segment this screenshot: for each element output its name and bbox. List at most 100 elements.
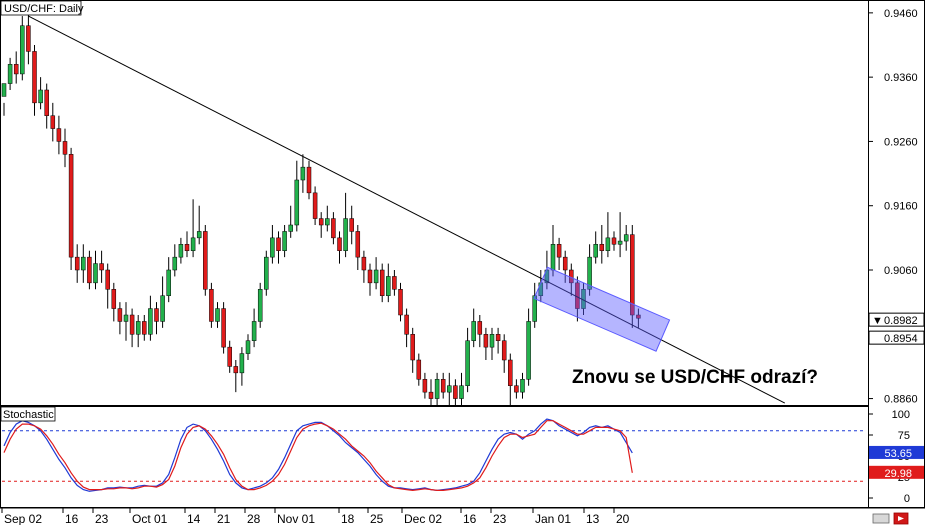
candle [373, 257, 379, 290]
price-tick-label: 0.9160 [884, 201, 918, 213]
candle-body-up [465, 340, 470, 386]
price-label-box [868, 312, 925, 327]
candle-body-down [203, 231, 208, 290]
candle-body-up [270, 237, 275, 258]
candle [62, 128, 68, 168]
candle-body-down [105, 269, 110, 290]
stochastic-value-box [869, 465, 924, 479]
candle-body-down [367, 269, 373, 284]
candle-body-up [190, 237, 196, 251]
price-title-box [0, 0, 82, 16]
candle [123, 302, 129, 341]
candle-body-down [361, 256, 367, 271]
stochastic-value-text: 29.98 [884, 468, 912, 480]
candle [270, 225, 275, 264]
candle [209, 282, 214, 328]
candle-body-down [404, 314, 409, 335]
candle-body-up [288, 224, 293, 232]
stochastic-tick-label: 0 [904, 493, 910, 505]
candle [50, 102, 56, 142]
candle [422, 372, 428, 399]
x-tick-label: 23 [95, 512, 109, 525]
price-tick-label: 0.9060 [884, 265, 918, 277]
candle-body-down [398, 289, 403, 316]
candle [386, 263, 391, 303]
candle [93, 250, 98, 290]
candle [294, 160, 300, 232]
price-label-text: 0.8982 [884, 315, 918, 327]
candle-body-down [209, 289, 214, 322]
candle [44, 83, 49, 129]
candle-body-up [520, 379, 525, 393]
candle-body-up [123, 314, 129, 322]
stochastic-title-box [0, 406, 56, 422]
scroll-controls[interactable] [872, 512, 909, 525]
candle-body-down [129, 314, 135, 335]
chart-annotation: Znovu se USD/CHF odrazí? [572, 367, 818, 388]
candle [587, 244, 592, 296]
stochastic-title: Stochastic [3, 409, 54, 421]
candle-body-down [32, 51, 37, 104]
candle [514, 379, 519, 399]
candle-body-down [514, 385, 519, 393]
candle [172, 244, 178, 277]
candle-body-down [184, 244, 190, 251]
candle-body-down [337, 237, 342, 251]
candle [617, 212, 623, 258]
candle [154, 302, 159, 335]
candle [331, 212, 336, 245]
candle [508, 353, 513, 405]
x-tick-label: 20 [616, 512, 630, 525]
candle-body-up [459, 385, 464, 399]
candle-body-up [343, 218, 348, 251]
candle [630, 225, 635, 328]
candle-body-up [196, 231, 202, 239]
candle [501, 334, 507, 373]
candle-body-down [227, 346, 232, 367]
candle [239, 347, 245, 386]
candle-body-down [99, 263, 104, 271]
candles-group [1, 12, 641, 405]
candle [215, 302, 220, 328]
candle [611, 231, 617, 251]
candle [325, 205, 330, 232]
candle-body-up [172, 256, 178, 271]
candle [398, 282, 403, 322]
candle-body-up [160, 295, 165, 322]
candle-body-up [526, 321, 531, 380]
stochastic-d-line [3, 420, 633, 492]
candle-body-down [392, 276, 397, 290]
candle [392, 270, 397, 296]
candle-body-up [257, 289, 263, 322]
price-axis: 0.9460 0.9360 0.9260 0.9160 0.9060 0.8860 ▼ 0.8… [868, 8, 925, 406]
candle [306, 160, 312, 200]
candle [148, 295, 153, 341]
candle [129, 308, 135, 348]
stochastic-tick-label: 100 [892, 409, 910, 421]
candle-body-up [489, 334, 495, 348]
candle-body-up [471, 321, 476, 341]
candle-body-up [550, 244, 556, 271]
x-tick-label: 16 [65, 512, 79, 525]
candle-body-up [294, 179, 300, 226]
candle-body-up [587, 256, 592, 290]
stochastic-value-box [869, 445, 924, 459]
candle [483, 327, 489, 360]
candle-body-up [20, 25, 25, 75]
candle [520, 372, 525, 399]
candle-body-up [300, 166, 306, 181]
price-tick-label: 0.9460 [884, 8, 918, 20]
scroll-left-button[interactable] [872, 513, 890, 524]
candle [440, 372, 446, 399]
candle [135, 315, 141, 348]
candle [465, 327, 470, 393]
candle-body-up [386, 276, 391, 296]
candle-body-down [13, 64, 19, 75]
candle-body-down [379, 269, 385, 296]
candle-body-down [331, 218, 336, 239]
price-label-marker-icon: ▼ [872, 315, 883, 327]
candle [556, 237, 562, 270]
candle [196, 205, 202, 245]
candle [245, 334, 251, 360]
